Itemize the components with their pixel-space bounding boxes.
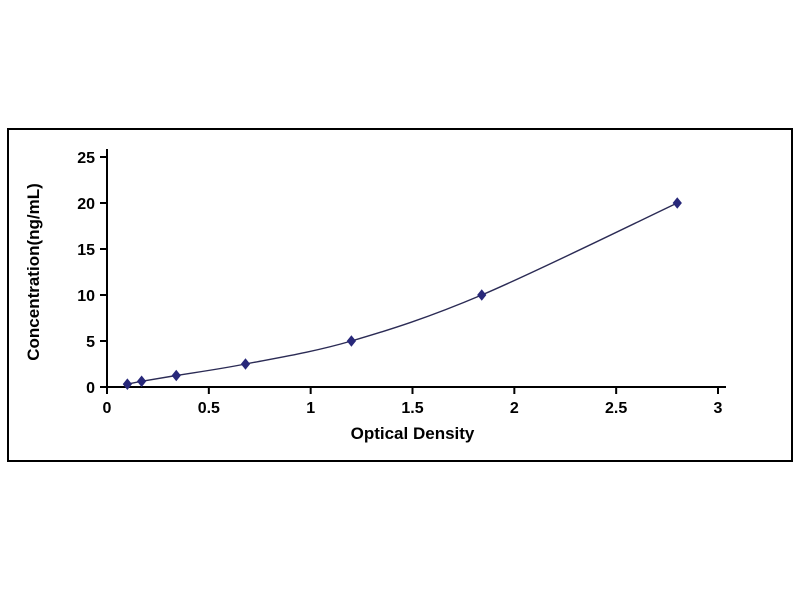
x-tick-label: 0 [103,400,112,417]
standard-curve-chart: 0 0.5 1 1.5 2 2.5 3 0 5 10 15 20 25 Optical Density Co… [7,128,793,462]
x-tick-label: 2.5 [605,400,627,417]
data-point-marker [122,378,133,390]
y-tick-label: 0 [86,380,95,397]
y-axis-title: Concentration(ng/mL) [24,183,43,361]
series-line [127,202,678,385]
data-point-marker [346,335,357,347]
x-tick-label: 2 [510,400,519,417]
x-axis-title: Optical Density [351,424,475,443]
y-tick-label: 20 [77,196,95,213]
data-point-marker [477,289,487,301]
x-tick-label: 1 [306,400,315,417]
data-point-marker [672,197,682,209]
y-tick-label: 15 [77,242,95,259]
data-point-marker [136,375,147,388]
y-tick-label: 25 [77,150,95,167]
chart-svg: 0 0.5 1 1.5 2 2.5 3 0 5 10 15 20 25 Optical Density Co… [24,149,726,443]
data-point-marker [171,369,181,382]
x-tick-label: 3 [714,400,723,417]
y-tick-label: 10 [77,288,95,305]
y-tick-label: 5 [86,334,95,351]
x-tick-label: 1.5 [401,400,423,417]
x-tick-label: 0.5 [198,400,220,417]
data-point-marker [240,358,251,370]
